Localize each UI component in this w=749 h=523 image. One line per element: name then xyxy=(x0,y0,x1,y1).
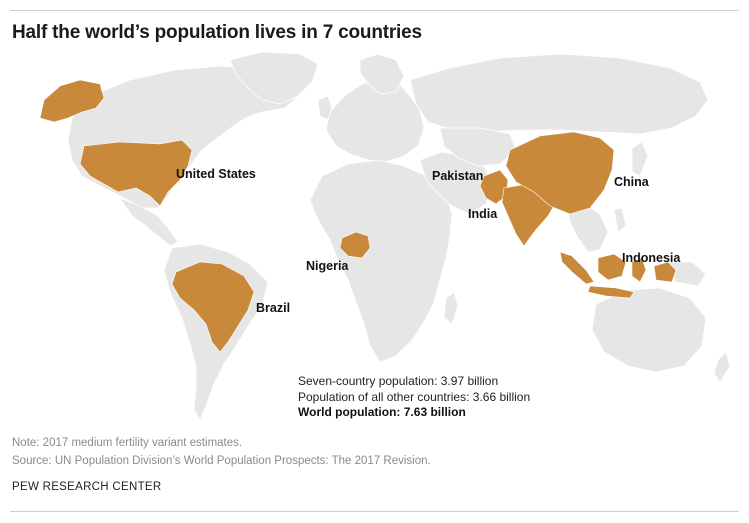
land-north-asia xyxy=(409,53,709,135)
label-usa: United States xyxy=(176,167,256,181)
country-labels: United States Brazil Nigeria Pakistan In… xyxy=(176,167,681,315)
label-india: India xyxy=(468,207,498,221)
country-indonesia-borneo xyxy=(597,253,627,281)
country-usa xyxy=(79,139,193,207)
country-indonesia-sumatra xyxy=(559,251,595,285)
stat-other-countries: Population of all other countries: 3.66 … xyxy=(298,389,531,404)
highlighted-countries xyxy=(39,79,677,353)
land-new-zealand xyxy=(713,351,731,383)
source-text: Source: UN Population Division’s World P… xyxy=(12,455,431,467)
country-pakistan xyxy=(479,169,509,205)
country-indonesia-java xyxy=(587,285,635,299)
land-europe xyxy=(325,77,425,163)
top-rule xyxy=(10,10,739,11)
land-central-asia xyxy=(439,127,517,167)
land-central-america xyxy=(118,197,179,247)
note-text: Note: 2017 medium fertility variant esti… xyxy=(12,437,243,449)
land-papua xyxy=(667,261,707,287)
label-pakistan: Pakistan xyxy=(432,169,483,183)
label-brazil: Brazil xyxy=(256,301,290,315)
land-madagascar xyxy=(443,291,459,325)
country-brazil xyxy=(171,261,255,353)
land-scandinavia xyxy=(359,53,405,95)
country-china xyxy=(505,131,615,215)
label-china: China xyxy=(614,175,650,189)
country-nigeria xyxy=(339,231,371,259)
land-australia xyxy=(591,287,707,373)
country-usa-alaska xyxy=(39,79,105,123)
chart-title: Half the world’s population lives in 7 c… xyxy=(12,22,422,43)
land-africa xyxy=(309,159,453,363)
stat-world: World population: 7.63 billion xyxy=(298,405,466,419)
label-nigeria: Nigeria xyxy=(306,259,349,273)
country-indonesia-papua xyxy=(653,261,677,283)
population-stats: Seven-country population: 3.97 billion P… xyxy=(298,374,530,421)
land-philippines xyxy=(613,207,627,233)
country-indonesia-sulawesi xyxy=(631,257,647,283)
land-uk xyxy=(317,95,333,121)
land-japan xyxy=(631,141,649,177)
stat-seven-country: Seven-country population: 3.97 billion xyxy=(298,374,499,388)
land-greenland xyxy=(229,51,319,105)
bottom-rule xyxy=(10,511,739,512)
base-land xyxy=(67,51,731,421)
brand-name: PEW RESEARCH CENTER xyxy=(12,481,162,493)
label-indonesia: Indonesia xyxy=(622,251,681,265)
